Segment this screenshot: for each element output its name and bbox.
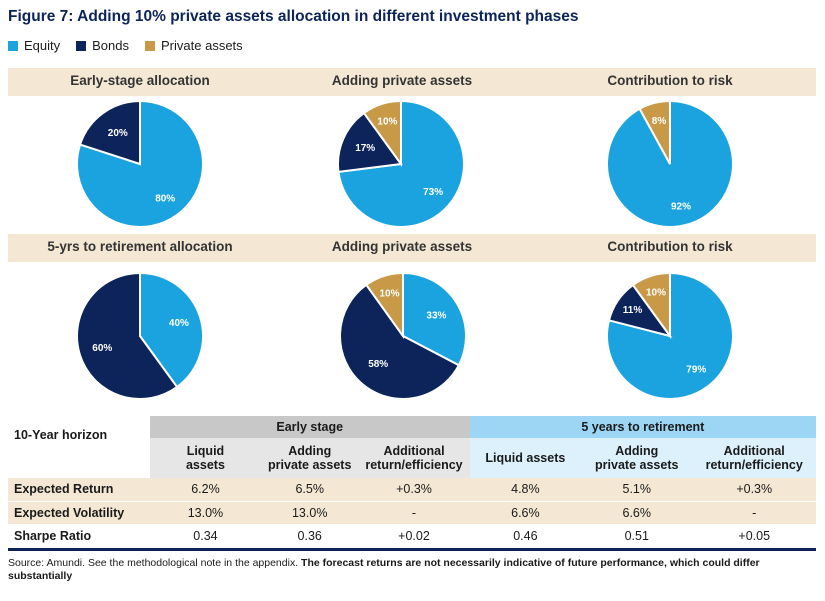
figure-title: Figure 7: Adding 10% private assets allo…: [8, 8, 579, 25]
pie-title-early-allocation: Early-stage allocation: [70, 73, 210, 88]
table-row-expected-return: Expected Return 6.2% 6.5% +0.3% 4.8% 5.1…: [8, 478, 816, 502]
pie-slice-private-assets: [638, 99, 671, 165]
pie-slice-bonds: [339, 283, 461, 400]
table-cell: 0.46: [469, 524, 582, 548]
table-horizon-label: 10-Year horizon: [8, 426, 150, 466]
col-header-early-liquid-l2: assets: [185, 458, 225, 472]
pie-data-label: 92%: [671, 201, 691, 212]
table-cell: 6.5%: [261, 478, 359, 502]
pie-slice-equity: [139, 271, 205, 389]
pie-data-label: 10%: [377, 117, 397, 128]
source-prefix: Source: Amundi. See the methodological n…: [8, 557, 302, 569]
pie-slice-equity: [337, 99, 466, 228]
pie-slice-equity: [606, 99, 734, 228]
pie-row-2-band: [8, 234, 816, 262]
table-cell: 0.51: [581, 524, 693, 548]
legend-swatch-equity: [8, 40, 18, 51]
table-cell: 0.36: [261, 524, 359, 548]
table-cell: +0.3%: [692, 478, 816, 502]
row-label: Expected Return: [8, 478, 150, 502]
table-cell: 6.2%: [149, 478, 262, 502]
pie-data-label: 10%: [646, 288, 666, 299]
table-cell: -: [358, 501, 470, 525]
pie-data-label: 80%: [155, 193, 175, 204]
pie-slice-bonds: [607, 283, 673, 338]
table-cell: 4.8%: [469, 478, 582, 502]
pie-slice-bonds: [337, 111, 403, 174]
table-cell: 13.0%: [261, 501, 359, 525]
legend-item-bonds: Bonds: [76, 38, 129, 53]
col-header-early-adding: Adding private assets: [261, 438, 359, 478]
col-header-early-liquid-l1: Liquid: [186, 444, 225, 458]
pie-data-label: 20%: [108, 128, 128, 139]
col-header-five-adding: Adding private assets: [581, 438, 693, 478]
col-header-early-additional-l1: Additional: [383, 444, 445, 458]
table-cell: +0.02: [358, 524, 470, 548]
pie-title-retirement-adding-private: Adding private assets: [331, 239, 473, 254]
col-header-five-additional: Additional return/efficiency: [692, 438, 816, 478]
pie-data-label: 8%: [652, 116, 667, 127]
pie-slice-equity: [75, 99, 204, 228]
legend-item-private-assets: Private assets: [145, 38, 243, 53]
col-header-early-additional-l2: return/efficiency: [365, 458, 463, 472]
pie-slice-private-assets: [364, 271, 404, 340]
table-row-sharpe-ratio: Sharpe Ratio 0.34 0.36 +0.02 0.46 0.51 +…: [8, 524, 816, 548]
col-header-five-adding-l2: private assets: [595, 458, 679, 472]
table-cell: 6.6%: [581, 501, 693, 525]
pie-slice-private-assets: [631, 271, 671, 340]
row-label: Sharpe Ratio: [8, 524, 150, 548]
pie-data-label: 40%: [169, 318, 189, 329]
table-cell: 5.1%: [581, 478, 693, 502]
table-cell: +0.3%: [358, 478, 470, 502]
col-header-five-additional-l1: Additional: [723, 444, 785, 458]
table-cell: 0.34: [149, 524, 262, 548]
pie-data-label: 17%: [355, 143, 375, 154]
col-header-five-adding-l1: Adding: [615, 444, 659, 458]
table-cell: +0.05: [692, 524, 816, 548]
legend-swatch-bonds: [76, 40, 87, 51]
pie-data-label: 33%: [426, 310, 446, 321]
table-row-expected-volatility: Expected Volatility 13.0% 13.0% - 6.6% 6…: [8, 501, 816, 525]
pie-title-early-contribution-risk: Contribution to risk: [607, 73, 733, 88]
col-header-early-additional: Additional return/efficiency: [358, 438, 470, 478]
pie-data-label: 11%: [623, 305, 643, 316]
pie-slice-equity: [606, 271, 734, 400]
pie-slice-private-assets: [362, 99, 402, 168]
table-cell: 6.6%: [469, 501, 582, 525]
table-cell: 13.0%: [149, 501, 262, 525]
pie-slice-equity: [402, 271, 467, 367]
col-header-early-adding-l2: private assets: [268, 458, 352, 472]
group-header-five-years: 5 years to retirement: [469, 416, 816, 438]
legend-item-equity: Equity: [8, 38, 60, 53]
group-header-early-stage: Early stage: [149, 416, 470, 438]
pie-data-label: 58%: [368, 359, 388, 370]
row-label: Expected Volatility: [8, 501, 150, 525]
metrics-table: Early stage 5 years to retirement 10-Yea…: [8, 416, 816, 551]
legend-label-private-assets: Private assets: [161, 38, 243, 53]
pie-data-label: 79%: [686, 365, 706, 376]
pie-data-label: 60%: [92, 343, 112, 354]
col-header-early-adding-l1: Adding: [288, 444, 332, 458]
pie-slice-bonds: [78, 99, 141, 166]
col-header-five-liquid: Liquid assets: [469, 438, 582, 478]
source-disclaimer: The forecast returns are not necessarily…: [8, 557, 760, 582]
legend-swatch-private-assets: [145, 40, 156, 51]
pie-title-retirement-allocation: 5-yrs to retirement allocation: [47, 239, 233, 254]
legend-label-equity: Equity: [24, 38, 61, 53]
legend-label-bonds: Bonds: [92, 38, 130, 53]
pie-slice-bonds: [76, 271, 179, 400]
col-header-early-liquid: Liquid assets: [149, 438, 262, 478]
source-note: Source: Amundi. See the methodological n…: [8, 557, 816, 583]
pie-row-1-band: [8, 68, 816, 96]
col-header-five-additional-l2: return/efficiency: [705, 458, 803, 472]
pie-title-retirement-contribution-risk: Contribution to risk: [607, 239, 733, 254]
table-bottom-rule: [8, 547, 816, 551]
table-cell: -: [692, 501, 816, 525]
pie-title-early-adding-private: Adding private assets: [331, 73, 473, 88]
pie-data-label: 73%: [423, 187, 443, 198]
chart-legend: Equity Bonds Private assets: [8, 38, 243, 53]
pie-data-label: 10%: [379, 289, 399, 300]
